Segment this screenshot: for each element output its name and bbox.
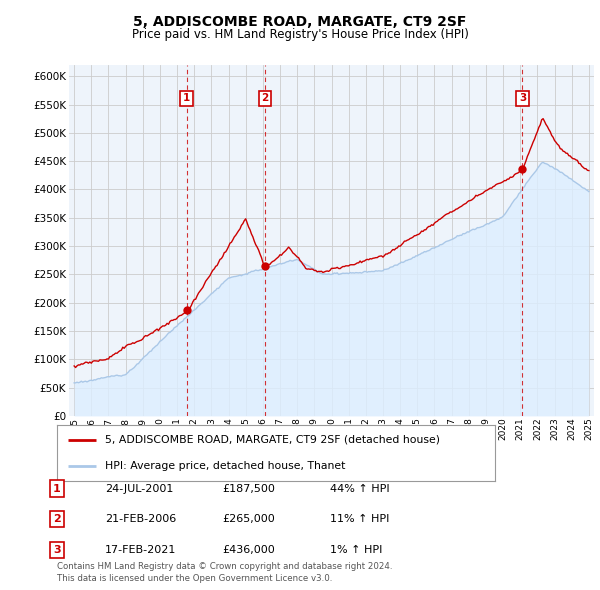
Text: 3: 3 — [53, 545, 61, 555]
Text: Contains HM Land Registry data © Crown copyright and database right 2024.
This d: Contains HM Land Registry data © Crown c… — [57, 562, 392, 583]
Text: 44% ↑ HPI: 44% ↑ HPI — [330, 484, 389, 493]
Text: 1: 1 — [53, 484, 61, 493]
Text: 11% ↑ HPI: 11% ↑ HPI — [330, 514, 389, 524]
Text: 2: 2 — [262, 93, 269, 103]
Text: 1% ↑ HPI: 1% ↑ HPI — [330, 545, 382, 555]
Text: Price paid vs. HM Land Registry's House Price Index (HPI): Price paid vs. HM Land Registry's House … — [131, 28, 469, 41]
Text: 3: 3 — [519, 93, 526, 103]
Text: 17-FEB-2021: 17-FEB-2021 — [105, 545, 176, 555]
Text: 2: 2 — [53, 514, 61, 524]
Text: 21-FEB-2006: 21-FEB-2006 — [105, 514, 176, 524]
Text: £187,500: £187,500 — [222, 484, 275, 493]
Text: 5, ADDISCOMBE ROAD, MARGATE, CT9 2SF: 5, ADDISCOMBE ROAD, MARGATE, CT9 2SF — [133, 15, 467, 29]
Text: 5, ADDISCOMBE ROAD, MARGATE, CT9 2SF (detached house): 5, ADDISCOMBE ROAD, MARGATE, CT9 2SF (de… — [105, 435, 440, 445]
Text: 24-JUL-2001: 24-JUL-2001 — [105, 484, 173, 493]
Text: 1: 1 — [183, 93, 190, 103]
Text: HPI: Average price, detached house, Thanet: HPI: Average price, detached house, Than… — [105, 461, 346, 471]
Text: £265,000: £265,000 — [222, 514, 275, 524]
Text: £436,000: £436,000 — [222, 545, 275, 555]
